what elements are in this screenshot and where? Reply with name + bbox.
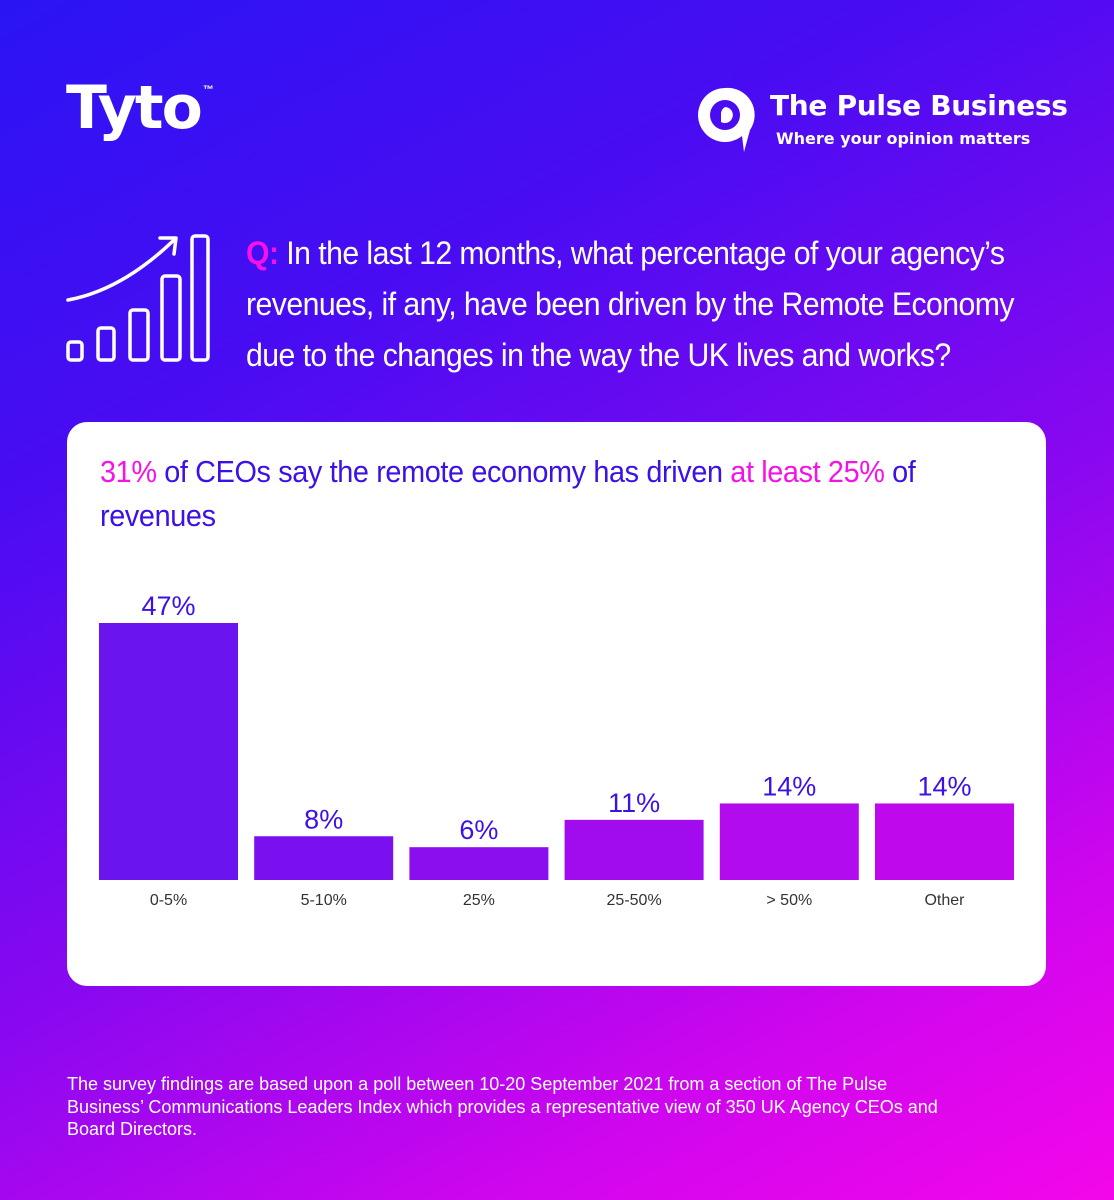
headline-stat: 31%: [100, 454, 157, 489]
pulse-logo-icon: [698, 87, 755, 152]
bar-chart: 47% 0-5% 8% 5-10% 6% 25% 11% 25-50% 14% > 50% 14% O…: [99, 591, 1014, 909]
question-prefix: Q:: [246, 235, 279, 271]
pulse-business-logo: The Pulse Business Where your opinion ma…: [694, 84, 1068, 156]
bar-value-label: 14%: [762, 771, 816, 801]
tyto-trademark: ™: [202, 84, 214, 96]
growth-chart-icon: [66, 234, 210, 362]
category-tick-label: 0-5%: [150, 892, 187, 909]
tyto-logo-text: Tyto: [66, 73, 203, 143]
chart-headline: 31% of CEOs say the remote economy has d…: [100, 450, 937, 538]
bar-value-label: 47%: [141, 591, 195, 621]
bar-2: [409, 847, 549, 880]
bar-1: [254, 836, 394, 880]
bar-value-label: 8%: [304, 804, 343, 834]
tyto-logo: Tyto ™: [66, 78, 214, 138]
survey-footnote: The survey findings are based upon a pol…: [67, 1074, 938, 1139]
pulse-business-tagline: Where your opinion matters: [776, 129, 1031, 148]
bar-value-label: 6%: [459, 815, 498, 845]
category-tick-label: Other: [924, 892, 965, 909]
category-tick-label: > 50%: [766, 892, 812, 909]
headline-text: of CEOs say the remote economy has drive…: [156, 454, 731, 489]
headline-text-end: of revenues: [100, 454, 916, 533]
bar-0: [99, 623, 238, 880]
question-text: In the last 12 months, what percentage o…: [246, 235, 1014, 373]
bar-4: [719, 803, 859, 880]
bar-3: [564, 819, 704, 880]
pulse-business-name: The Pulse Business: [770, 89, 1068, 122]
category-tick-label: 25%: [463, 892, 495, 909]
bar-value-label: 11%: [608, 788, 660, 818]
bar-value-label: 14%: [917, 771, 971, 801]
results-card: 31% of CEOs say the remote economy has d…: [67, 422, 1046, 986]
headline-threshold: at least 25%: [730, 454, 885, 489]
bar-5: [875, 803, 1014, 880]
category-tick-label: 25-50%: [607, 892, 662, 909]
category-tick-label: 5-10%: [301, 892, 347, 909]
survey-question: Q: In the last 12 months, what percentag…: [246, 228, 1018, 381]
